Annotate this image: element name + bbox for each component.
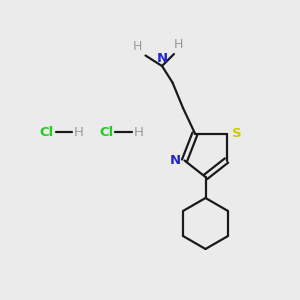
Text: H: H xyxy=(174,38,183,51)
Text: Cl: Cl xyxy=(39,125,54,139)
Text: N: N xyxy=(170,154,181,167)
Text: S: S xyxy=(232,127,242,140)
Text: Cl: Cl xyxy=(99,125,114,139)
Text: N: N xyxy=(157,52,168,64)
Text: H: H xyxy=(133,40,142,53)
Text: H: H xyxy=(74,125,83,139)
Text: H: H xyxy=(134,125,143,139)
